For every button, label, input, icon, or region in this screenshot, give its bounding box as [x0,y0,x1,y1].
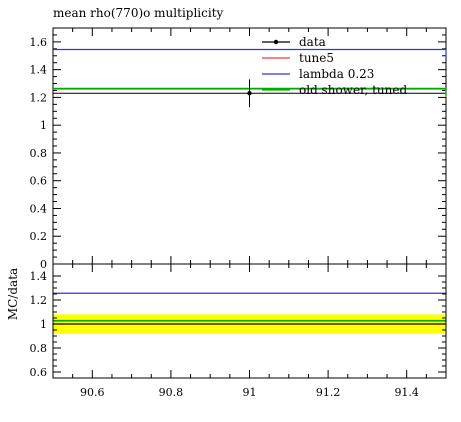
ratio-x-tick-label: 91.2 [316,386,341,399]
ratio-y-tick-label: 1 [40,318,47,331]
main-y-tick-label: 0.8 [30,147,48,160]
ratio-x-tick-label: 91.4 [394,386,419,399]
main-panel: 0 0.2 0.4 0.6 0.8 1 1.2 1.4 1.6 data tune5 lambda 0… [30,27,447,271]
legend-label-2: lambda 0.23 [299,67,374,81]
main-y-tick-label: 0.2 [30,230,48,243]
legend-label-0: data [299,35,326,49]
main-y-tick-label: 1.2 [30,91,48,104]
data-point [247,91,252,96]
main-y-tick-label: 1 [40,119,47,132]
ratio-x-tick-label: 90.8 [159,386,184,399]
main-y-tick-label: 1.4 [30,64,48,77]
chart-title: mean rho(770)o multiplicity [53,6,224,20]
main-y-tick-label: 1.6 [30,36,48,49]
ratio-panel: 0.6 0.8 1 1.2 1.4 90.6 90.8 91 91.2 91.4 [30,263,447,399]
main-y-tick-label: 0 [40,258,47,271]
ratio-y-axis-label: MC/data [6,268,20,320]
main-y-tick-label: 0.4 [30,202,48,215]
ratio-y-tick-label: 1.2 [30,294,48,307]
main-y-tick-label: 0.6 [30,175,48,188]
legend-label-1: tune5 [299,51,334,65]
legend-label-3: old shower, tuned [299,83,407,97]
ratio-x-tick-label: 90.6 [80,386,105,399]
ratio-x-tick-label: 91 [243,386,257,399]
ratio-y-tick-label: 1.4 [30,270,48,283]
main-frame [52,27,447,265]
ratio-y-tick-label: 0.6 [30,366,48,379]
legend-marker-0 [273,39,279,45]
ratio-y-tick-label: 0.8 [30,342,48,355]
